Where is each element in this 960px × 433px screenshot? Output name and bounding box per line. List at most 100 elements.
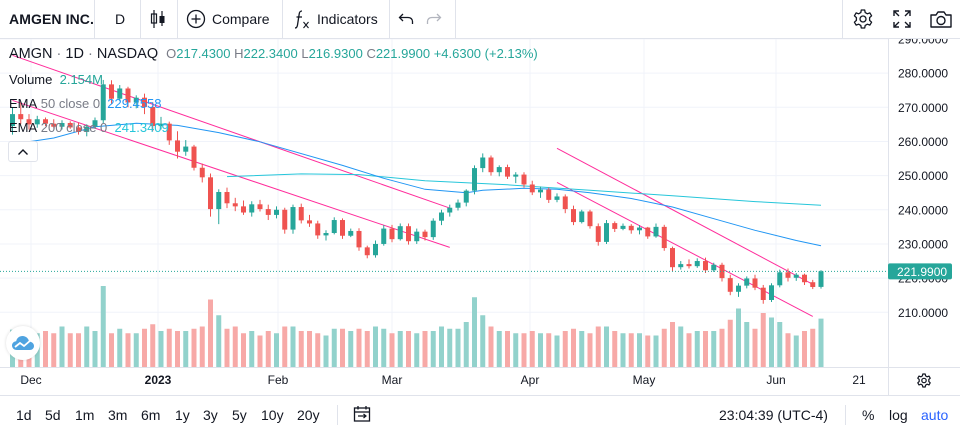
undo-button[interactable] — [396, 0, 416, 38]
candlestick-icon — [150, 10, 165, 28]
range-1m-button[interactable]: 1m — [75, 407, 95, 423]
percent-scale-toggle[interactable]: % — [862, 407, 875, 423]
candle — [447, 204, 453, 217]
clock-timezone-button[interactable]: 23:04:39 (UTC-4) — [719, 407, 828, 423]
volume-bar — [422, 331, 428, 367]
logo-badge[interactable] — [6, 326, 40, 360]
candle — [67, 121, 73, 129]
candle — [777, 269, 783, 288]
volume-bar — [612, 331, 618, 367]
candle-body — [711, 264, 717, 271]
candle — [802, 273, 807, 285]
fullscreen-button[interactable] — [889, 0, 915, 38]
candle — [150, 102, 156, 132]
range-3y-button[interactable]: 3y — [203, 407, 218, 423]
candle — [711, 262, 717, 272]
candle-body — [529, 184, 535, 193]
range-10y-button[interactable]: 10y — [261, 407, 284, 423]
range-5d-button[interactable]: 5d — [45, 407, 61, 423]
candle — [307, 214, 312, 227]
candle-series — [10, 79, 824, 304]
volume-bar — [323, 335, 329, 367]
auto-scale-toggle[interactable]: auto — [921, 407, 949, 423]
calendar-icon[interactable] — [353, 405, 371, 423]
candle-body — [777, 272, 783, 286]
price-tick-label: 260.0000 — [898, 135, 948, 149]
compare-button[interactable]: Compare — [186, 0, 270, 38]
volume-bar — [802, 331, 807, 367]
legend-separator: · — [56, 46, 62, 62]
plot-area[interactable] — [0, 39, 888, 367]
volume-bar — [562, 331, 568, 367]
indicators-label: Indicators — [317, 11, 378, 27]
volume-bar — [711, 331, 717, 367]
symbol-search-button[interactable]: AMGEN INC. — [9, 11, 94, 27]
legend-separator: · — [87, 46, 93, 62]
volume-bar — [785, 333, 791, 367]
candle — [430, 218, 436, 240]
redo-button[interactable] — [424, 0, 444, 38]
volume-label: Volume — [9, 72, 53, 87]
volume-bar — [505, 331, 510, 367]
price-tick-label: 230.0000 — [898, 237, 948, 251]
settings-button[interactable] — [850, 0, 876, 38]
candle-body — [199, 167, 205, 178]
candle-body — [521, 174, 527, 185]
candle — [92, 117, 98, 129]
legend-interval: 1D — [65, 46, 84, 62]
candle-body — [84, 126, 90, 132]
range-1y-button[interactable]: 1y — [175, 407, 190, 423]
time-axis[interactable]: Dec 2023 Feb Mar Apr May Jun 21 — [20, 373, 866, 387]
price-axis[interactable]: 210.0000220.0000230.0000240.0000250.0000… — [898, 39, 948, 320]
candle — [620, 223, 626, 231]
price-tick-label: 210.0000 — [898, 306, 948, 320]
candle-body — [208, 177, 213, 210]
volume-bar — [777, 322, 783, 367]
collapse-legend-button[interactable] — [8, 141, 38, 162]
volume-bar — [216, 315, 222, 367]
volume-bar — [513, 333, 519, 367]
log-scale-toggle[interactable]: log — [889, 407, 908, 423]
ema50-legend[interactable]: EMA 50 close 0 229.4558 — [9, 96, 162, 111]
snapshot-button[interactable] — [927, 0, 955, 38]
candle — [257, 199, 263, 212]
volume-legend[interactable]: Volume 2.154M — [9, 72, 103, 87]
volume-bar — [166, 328, 172, 367]
price-tick-label: 280.0000 — [898, 67, 948, 81]
volume-bar — [637, 333, 642, 367]
axis-settings-button[interactable] — [917, 373, 931, 388]
range-5y-button[interactable]: 5y — [232, 407, 247, 423]
candle-body — [67, 122, 73, 128]
volume-bar — [282, 326, 288, 367]
range-6m-button[interactable]: 6m — [141, 407, 161, 423]
candle-body — [513, 174, 519, 177]
volume-bar — [554, 335, 560, 367]
chart-style-button[interactable] — [146, 0, 170, 38]
range-3m-button[interactable]: 3m — [108, 407, 128, 423]
candle-body — [323, 233, 329, 236]
grid — [0, 39, 888, 367]
cloud-logo-icon — [12, 336, 34, 350]
range-20y-button[interactable]: 20y — [297, 407, 320, 423]
candle-body — [150, 106, 156, 127]
ema200-legend[interactable]: EMA 200 close 0 241.3409 — [9, 120, 169, 135]
candle — [554, 193, 560, 203]
interval-button[interactable]: D — [114, 11, 126, 27]
candle — [224, 187, 230, 209]
price-chart[interactable]: 210.0000220.0000230.0000240.0000250.0000… — [0, 39, 960, 395]
toolbar-divider — [389, 0, 390, 38]
candle-body — [414, 231, 420, 242]
candle — [612, 221, 618, 232]
range-1d-button[interactable]: 1d — [16, 407, 32, 423]
candle — [406, 223, 411, 245]
candle — [472, 165, 477, 195]
candle — [587, 209, 593, 229]
volume-bar — [818, 318, 824, 367]
ema50-value: 229.4558 — [107, 96, 162, 111]
indicators-button[interactable]: Indicators — [293, 0, 378, 38]
candle — [208, 173, 213, 217]
candle — [109, 80, 114, 104]
legend-ticker: AMGN — [9, 46, 53, 62]
volume-bar — [224, 328, 230, 367]
volume-bar — [241, 333, 246, 367]
